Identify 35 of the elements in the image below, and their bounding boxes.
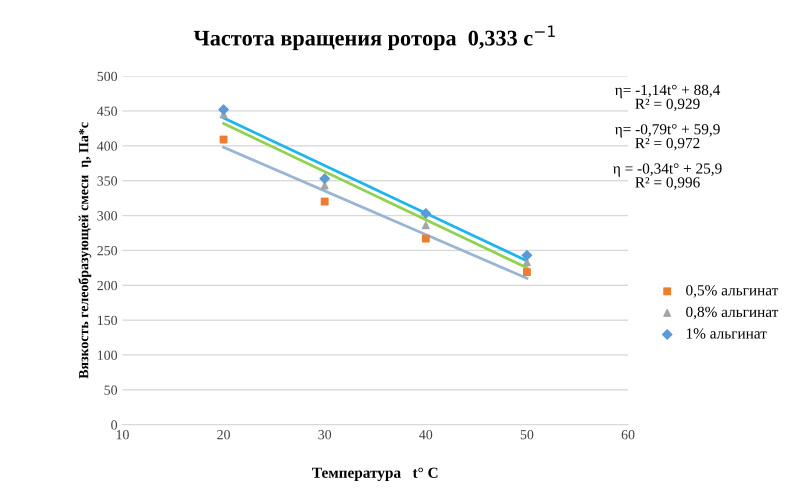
point [319,173,330,184]
x-tick-label: 60 [622,430,634,440]
y-tick-label: 450 [97,106,118,116]
annotation: η= -1,14t° + 88,4 R² = 0,929 [614,84,720,112]
point [522,268,531,276]
point [522,250,532,261]
y-tick-label: 400 [97,141,118,151]
y-tick-label: 100 [98,350,118,360]
legend-label: 0,5% альгинат [686,285,778,298]
y-tick-label: 200 [97,280,118,290]
y-tick-label: 300 [97,211,118,221]
point [422,221,430,230]
point [422,234,430,243]
x-tick-label: 50 [520,430,534,440]
y-tick-label: 500 [98,72,118,82]
point [220,136,228,144]
legend-label: 1% альгинат [686,328,767,339]
x-tick-label: 40 [419,430,432,440]
legend-label: 0,8% альгинат [686,306,778,320]
y-axis-title: Вязкость гелеобразующей смеси η, Па*с [78,122,92,379]
x-tick-label: 10 [116,430,129,440]
point [218,104,229,115]
x-axis-title: Температура t° C [312,468,438,482]
y-tick-label: 250 [97,246,118,256]
point [420,208,432,219]
annotation: η= -0,79t° + 59,9 R² = 0,972 [614,124,720,150]
chart-title: Частота вращения ротора 0,333 с$^{−1}$ [194,26,555,50]
y-tick-label: 150 [98,316,118,326]
annotation: η = -0,34t° + 25,9 R² = 0,996 [613,163,722,190]
y-tick-label: 50 [104,385,118,395]
y-tick-label: 350 [97,176,118,186]
point [320,198,329,206]
x-tick-label: 20 [217,430,230,440]
y-tick-label: 0 [111,420,118,430]
x-tick-label: 30 [318,430,332,440]
